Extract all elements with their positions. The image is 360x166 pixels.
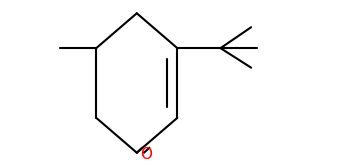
Text: O: O <box>140 147 152 162</box>
